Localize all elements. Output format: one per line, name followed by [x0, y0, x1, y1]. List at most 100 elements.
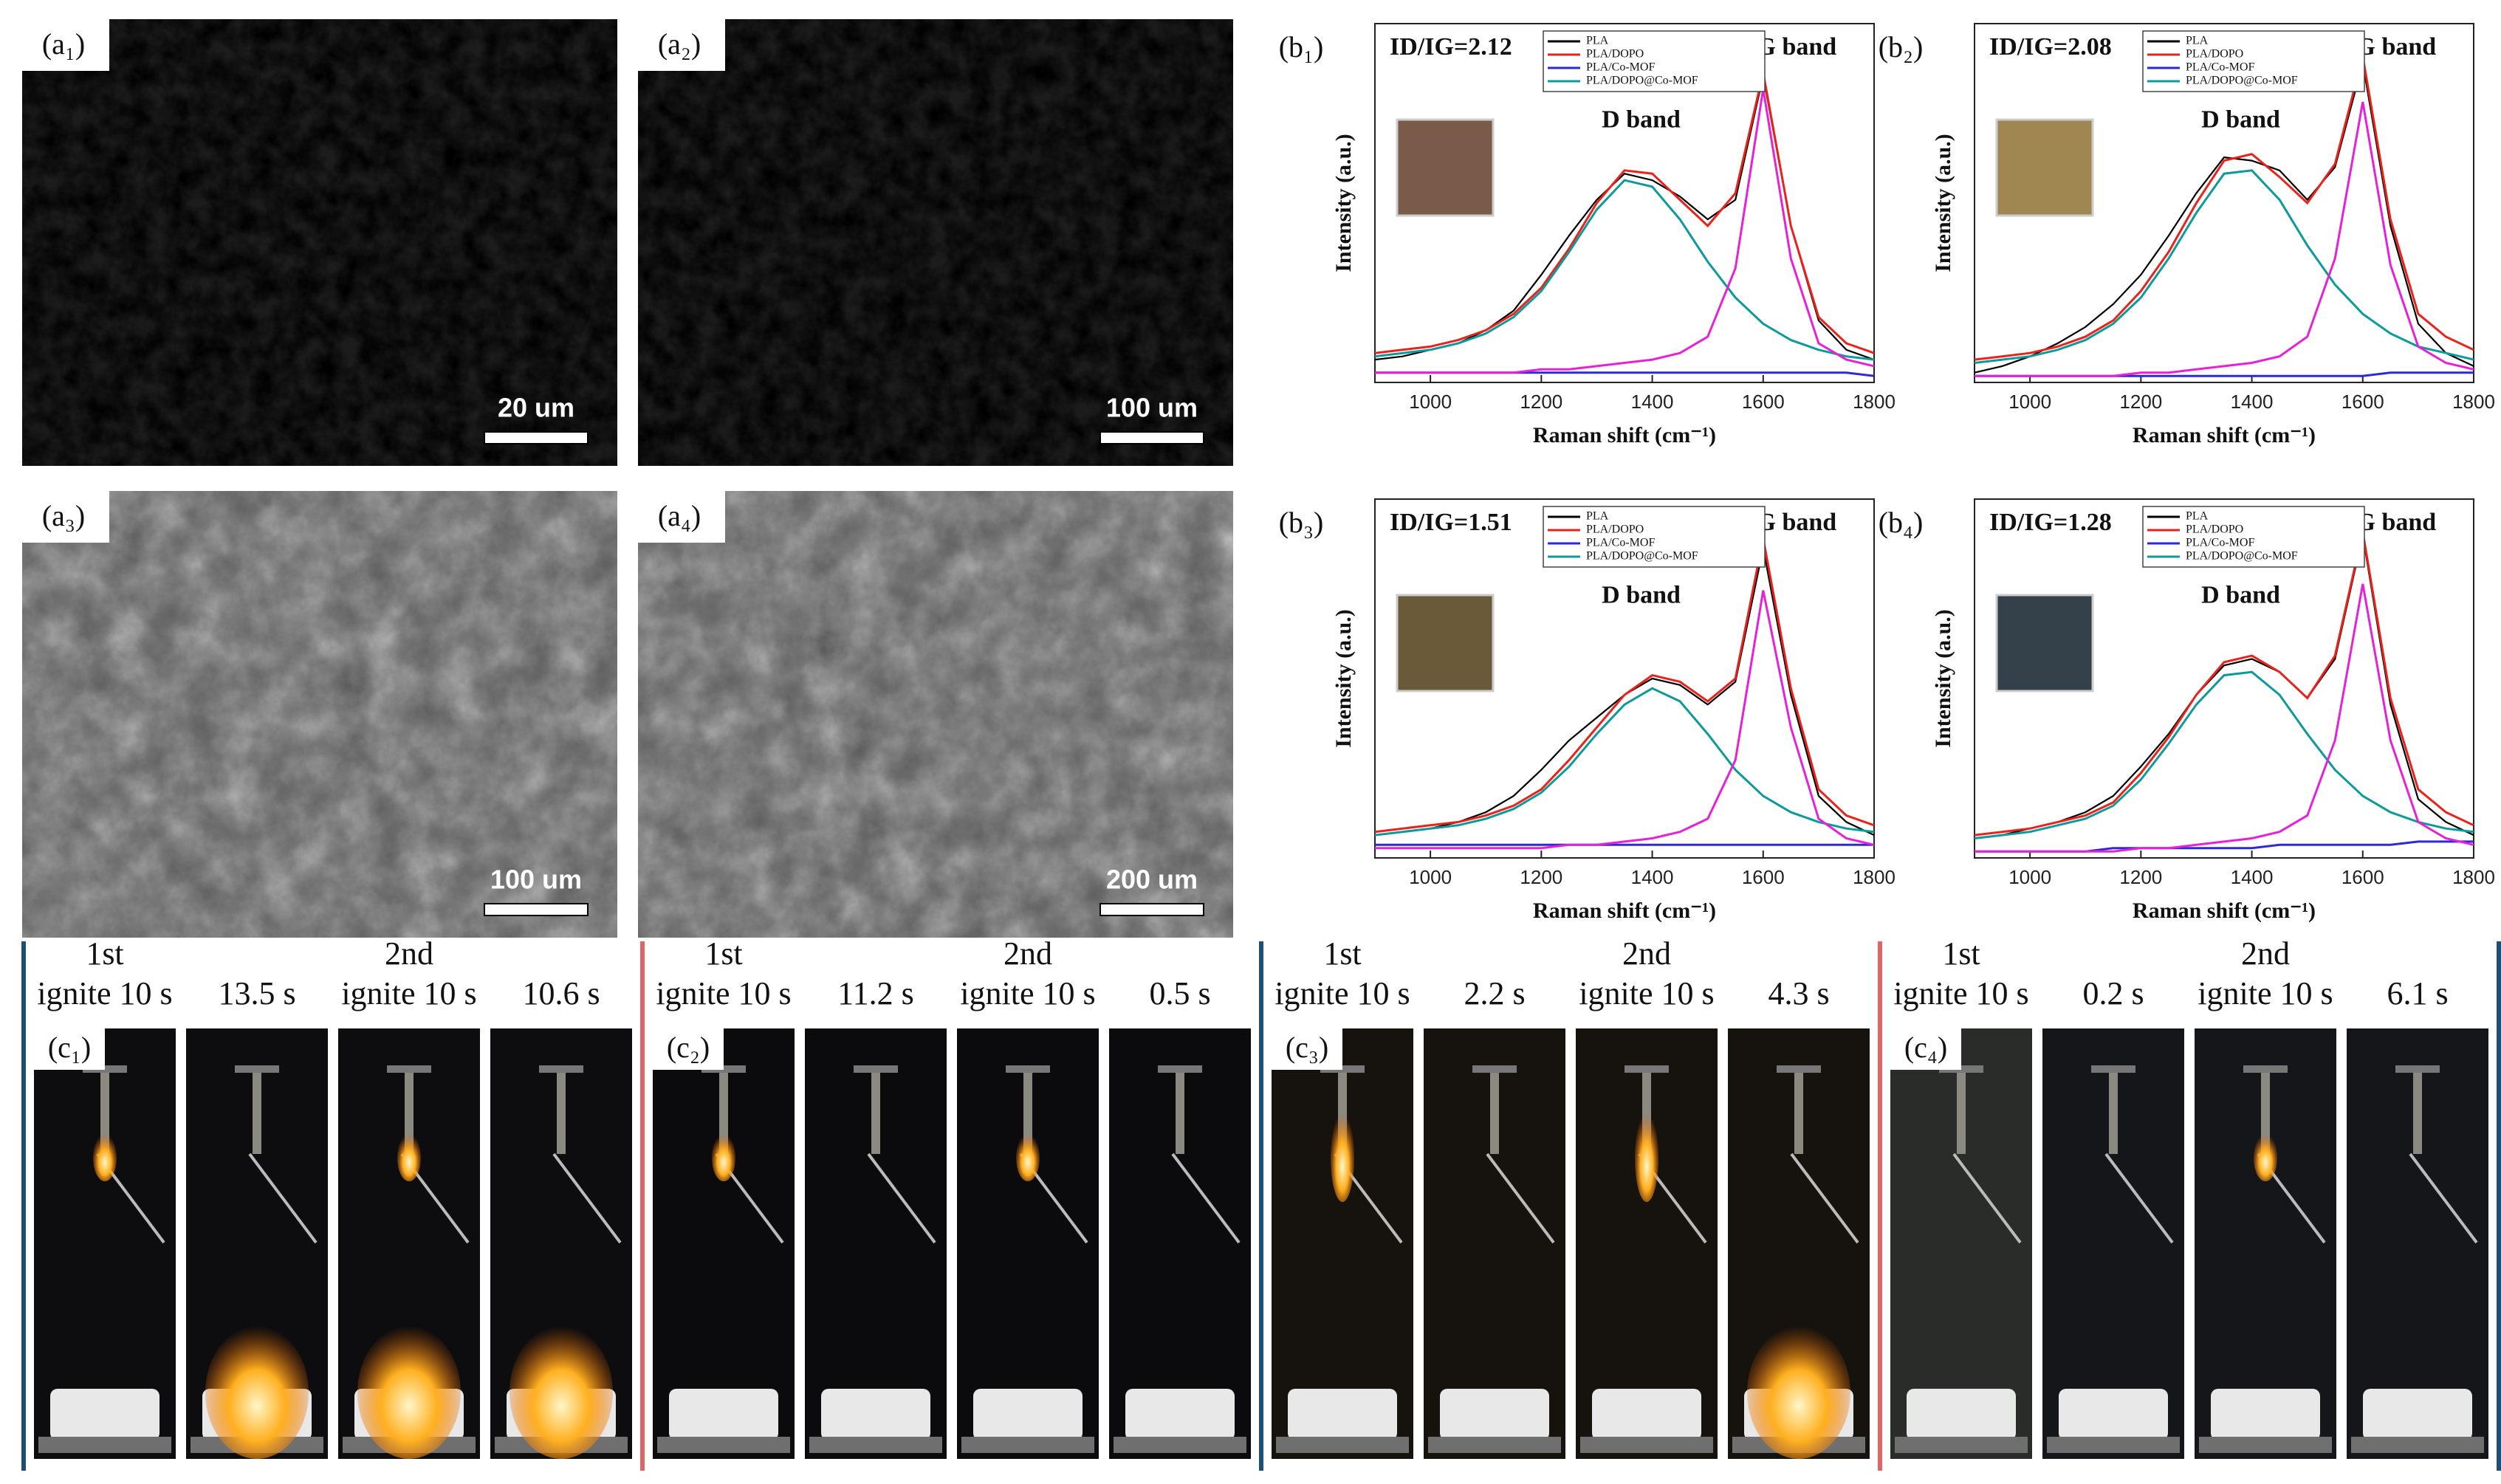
cotton — [1288, 1389, 1397, 1440]
frame-caption: 0.2 s — [2082, 975, 2144, 1011]
y-axis-label: Intensity (a.u.) — [1331, 134, 1356, 272]
specimen — [871, 1073, 880, 1154]
x-tick-label: 1200 — [1520, 391, 1562, 413]
series-line — [1374, 537, 1875, 834]
sem-texture — [638, 19, 1233, 466]
sample-photo — [1396, 594, 1495, 693]
clamp — [1777, 1065, 1821, 1073]
sample-photo — [1995, 594, 2094, 693]
x-tick-label: 1200 — [1520, 866, 1562, 888]
igniter — [1790, 1152, 1859, 1244]
x-tick-label: 1400 — [2231, 866, 2274, 888]
x-tick-label: 1000 — [1409, 391, 1452, 413]
flame — [712, 1134, 735, 1181]
fire — [1747, 1326, 1850, 1459]
flame — [1016, 1134, 1040, 1181]
peak-label: G band — [1757, 33, 1837, 61]
y-axis-label: Intensity (a.u.) — [1931, 609, 1955, 748]
x-tick-label: 1000 — [2008, 391, 2051, 413]
frame-caption: 11.2 s — [837, 975, 914, 1011]
specimen — [2261, 1073, 2270, 1154]
flame — [93, 1134, 117, 1181]
annotation: ID/IG=2.12 — [1390, 33, 1512, 61]
legend-label: PLA/DOPO@Co-MOF — [2186, 75, 2298, 87]
specimen — [405, 1073, 414, 1154]
flame — [397, 1134, 421, 1181]
specimen — [100, 1073, 109, 1154]
flame — [1331, 1113, 1354, 1202]
peak-label: D band — [2201, 106, 2280, 133]
series-line — [1374, 179, 1875, 361]
panel-label-box — [1272, 1028, 1342, 1070]
igniter — [867, 1152, 936, 1244]
specimen — [1176, 1073, 1184, 1154]
legend-label: PLA/DOPO — [1586, 48, 1644, 61]
clamp — [1158, 1065, 1202, 1073]
peak-label: G band — [2356, 509, 2437, 536]
legend-label: PLA — [2186, 35, 2209, 47]
series-line — [1974, 531, 2474, 837]
scale-bar-label: 100 um — [490, 865, 582, 895]
panel-label: (b₁) — [1279, 30, 1324, 63]
clamp — [1472, 1065, 1517, 1073]
peak-label: D band — [2201, 581, 2280, 608]
clamp — [539, 1065, 583, 1073]
x-tick-label: 1800 — [1853, 391, 1896, 413]
specimen — [2109, 1073, 2118, 1154]
series-line — [1974, 55, 2474, 361]
cotton — [669, 1389, 778, 1440]
y-axis-label: Intensity (a.u.) — [1931, 134, 1955, 272]
cotton — [973, 1389, 1083, 1440]
panel-label-box — [22, 19, 109, 71]
cotton — [821, 1389, 930, 1440]
flame — [1635, 1113, 1658, 1202]
panel-label-box — [638, 491, 725, 543]
tray — [1428, 1437, 1561, 1453]
frame-caption: 6.1 s — [2387, 975, 2448, 1011]
sem-texture — [22, 19, 617, 466]
cotton — [1907, 1389, 2016, 1440]
scale-bar-label: 200 um — [1106, 865, 1198, 895]
legend-label: PLA/DOPO@Co-MOF — [1586, 550, 1698, 563]
series-line — [1374, 687, 1875, 837]
legend-label: PLA/DOPO@Co-MOF — [2186, 550, 2298, 563]
frame-caption: ignite 10 s — [1893, 975, 2028, 1011]
frame-caption: ignite 10 s — [341, 975, 476, 1011]
panel-label-box — [22, 491, 109, 543]
series-line — [1375, 590, 1875, 850]
tray — [809, 1437, 942, 1453]
igniter — [552, 1152, 622, 1244]
fire — [357, 1326, 461, 1459]
y-axis-label: Intensity (a.u.) — [1331, 609, 1356, 748]
frame-caption: ignite 10 s — [960, 975, 1095, 1011]
legend-label: PLA/Co-MOF — [1586, 537, 1655, 549]
legend-label: PLA/Co-MOF — [1586, 61, 1655, 74]
clamp — [2243, 1065, 2288, 1073]
peak-label: G band — [1757, 509, 1837, 536]
panel-label: (b₃) — [1279, 506, 1324, 539]
frame-caption: 2nd — [385, 935, 433, 972]
panel-label: (a₁) — [42, 27, 85, 61]
x-tick-label: 1400 — [1631, 391, 1674, 413]
tray — [1895, 1437, 2028, 1453]
legend-label: PLA/Co-MOF — [2186, 61, 2254, 74]
cotton — [1440, 1389, 1549, 1440]
frame-caption: 1st — [86, 935, 123, 972]
sem-texture — [22, 491, 617, 938]
specimen — [1023, 1073, 1032, 1154]
igniter — [1952, 1152, 2022, 1244]
panel-label: (a₄) — [658, 499, 701, 532]
panel-label: (a₂) — [658, 27, 701, 61]
tray — [961, 1437, 1094, 1453]
plot-frame — [1374, 498, 1875, 859]
legend-label: PLA — [1586, 35, 1609, 47]
frame-caption: 10.6 s — [522, 975, 600, 1011]
cotton — [50, 1389, 159, 1440]
x-tick-label: 1000 — [1409, 866, 1452, 888]
peak-label: D band — [1602, 581, 1681, 608]
plot-frame — [1974, 498, 2474, 859]
specimen — [1957, 1073, 1966, 1154]
panel-label-box — [638, 19, 725, 71]
x-axis-label: Raman shift (cm⁻¹) — [1533, 423, 1716, 447]
